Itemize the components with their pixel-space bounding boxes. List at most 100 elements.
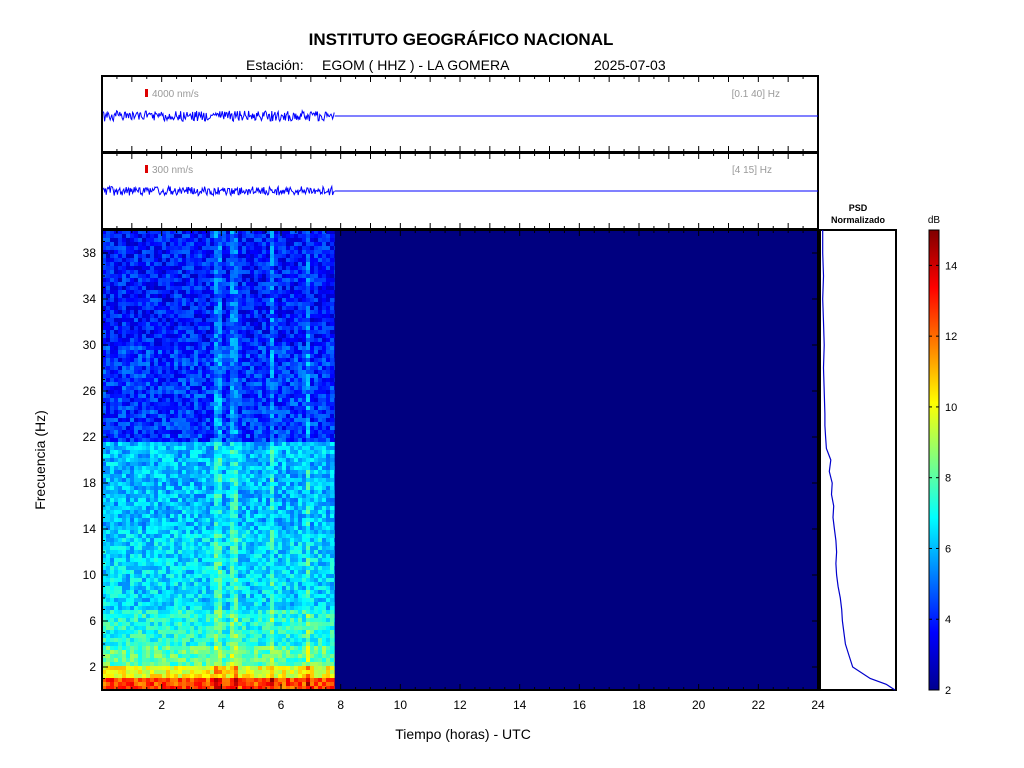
spectrogram-cell [226, 526, 230, 530]
spectrogram-cell [214, 646, 218, 650]
spectrogram-cell [206, 642, 210, 646]
spectrogram-cell [146, 350, 150, 354]
spectrogram-cell [230, 374, 234, 378]
spectrogram-cell [170, 650, 174, 654]
spectrogram-cell [198, 538, 202, 542]
spectrogram-cell [162, 546, 166, 550]
spectrogram-cell [226, 330, 230, 334]
spectrogram-cell [198, 482, 202, 486]
spectrogram-cell [222, 266, 226, 270]
spectrogram-cell [138, 362, 142, 366]
spectrogram-cell [262, 634, 266, 638]
spectrogram-cell [122, 538, 126, 542]
spectrogram-cell [250, 230, 254, 234]
spectrogram-cell [174, 670, 178, 674]
spectrogram-cell [226, 570, 230, 574]
spectrogram-cell [254, 478, 258, 482]
spectrogram-cell [202, 326, 206, 330]
spectrogram-cell [162, 398, 166, 402]
spectrogram-cell [110, 266, 114, 270]
spectrogram-cell [162, 442, 166, 446]
spectrogram-cell [114, 630, 118, 634]
spectrogram-cell [254, 482, 258, 486]
spectrogram-cell [234, 382, 238, 386]
spectrogram-cell [170, 670, 174, 674]
spectrogram-cell [186, 634, 190, 638]
spectrogram-cell [138, 306, 142, 310]
spectrogram-cell [182, 302, 186, 306]
spectrogram-cell [162, 426, 166, 430]
spectrogram-cell [150, 394, 154, 398]
spectrogram-cell [142, 294, 146, 298]
spectrogram-cell [198, 618, 202, 622]
spectrogram-cell [102, 474, 106, 478]
spectrogram-cell [126, 358, 130, 362]
spectrogram-cell [262, 526, 266, 530]
spectrogram-cell [182, 606, 186, 610]
spectrogram-cell [258, 378, 262, 382]
spectrogram-cell [218, 274, 222, 278]
spectrogram-cell [162, 478, 166, 482]
spectrogram-cell [254, 314, 258, 318]
spectrogram-cell [198, 462, 202, 466]
spectrogram-cell [238, 518, 242, 522]
spectrogram-cell [198, 514, 202, 518]
spectrogram-cell [126, 618, 130, 622]
spectrogram-cell [250, 602, 254, 606]
spectrogram-cell [130, 586, 134, 590]
spectrogram-cell [110, 294, 114, 298]
spectrogram-cell [242, 510, 246, 514]
spectrogram-cell [222, 486, 226, 490]
spectrogram-cell [262, 578, 266, 582]
spectrogram-cell [122, 362, 126, 366]
spectrogram-cell [162, 638, 166, 642]
spectrogram-cell [238, 406, 242, 410]
spectrogram-cell [218, 266, 222, 270]
spectrogram-cell [262, 506, 266, 510]
spectrogram-cell [154, 630, 158, 634]
spectrogram-cell [150, 262, 154, 266]
spectrogram-cell [246, 670, 250, 674]
spectrogram-cell [254, 418, 258, 422]
spectrogram-cell [158, 230, 162, 234]
spectrogram-cell [182, 230, 186, 234]
spectrogram-cell [234, 234, 238, 238]
spectrogram-cell [226, 282, 230, 286]
spectrogram-cell [246, 450, 250, 454]
spectrogram-cell [178, 438, 182, 442]
spectrogram-cell [134, 594, 138, 598]
spectrogram-cell [210, 686, 214, 690]
spectrogram-cell [122, 406, 126, 410]
spectrogram-cell [206, 482, 210, 486]
spectrogram-cell [174, 322, 178, 326]
spectrogram-cell [198, 238, 202, 242]
spectrogram-cell [202, 458, 206, 462]
spectrogram-cell [238, 374, 242, 378]
spectrogram-cell [202, 686, 206, 690]
spectrogram-cell [142, 514, 146, 518]
spectrogram-cell [242, 518, 246, 522]
spectrogram-cell [238, 566, 242, 570]
spectrogram-cell [206, 394, 210, 398]
spectrogram-cell [118, 482, 122, 486]
spectrogram-cell [150, 438, 154, 442]
spectrogram-cell [118, 410, 122, 414]
spectrogram-cell [126, 378, 130, 382]
spectrogram-cell [206, 350, 210, 354]
spectrogram-cell [246, 386, 250, 390]
spectrogram-cell [170, 662, 174, 666]
spectrogram-cell [170, 554, 174, 558]
spectrogram-cell [218, 466, 222, 470]
spectrogram-cell [190, 390, 194, 394]
spectrogram-cell [198, 610, 202, 614]
spectrogram-cell [166, 494, 170, 498]
spectrogram-cell [178, 286, 182, 290]
spectrogram-cell [202, 274, 206, 278]
spectrogram-cell [218, 334, 222, 338]
spectrogram-cell [106, 442, 110, 446]
spectrogram-cell [226, 418, 230, 422]
spectrogram-cell [174, 298, 178, 302]
spectrogram-cell [146, 306, 150, 310]
spectrogram-cell [178, 602, 182, 606]
spectrogram-cell [206, 654, 210, 658]
